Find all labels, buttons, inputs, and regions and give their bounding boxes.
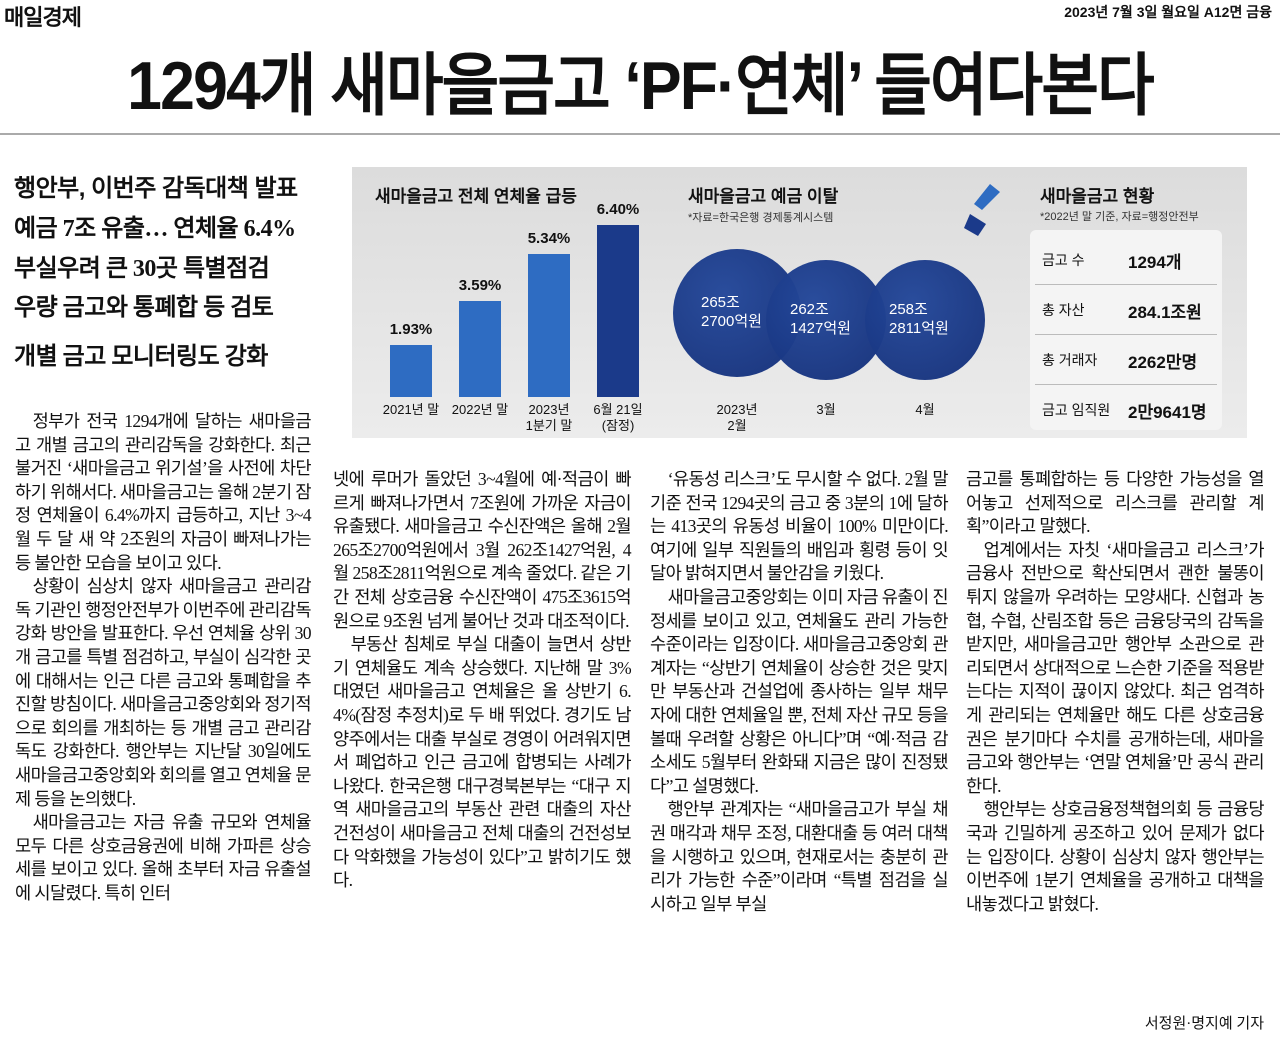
article-column: 금고를 통폐합하는 등 다양한 가능성을 열어놓고 선제적으로 리스크를 관리할… bbox=[966, 468, 1265, 916]
paragraph: 부동산 침체로 부실 대출이 늘면서 상반기 연체율도 계속 상승했다. 지난해… bbox=[333, 634, 632, 891]
value-label: 3.59% bbox=[458, 276, 502, 294]
bubble-label-line: 265조 bbox=[701, 294, 740, 311]
category-label: 2021년 말 bbox=[371, 402, 451, 418]
category-label: 2022년 말 bbox=[440, 402, 520, 418]
category-label-line: 2023년 bbox=[528, 402, 570, 417]
row-value: 2262만명 bbox=[1128, 353, 1198, 372]
status-table bbox=[1030, 230, 1222, 430]
bar bbox=[597, 225, 639, 397]
byline: 서정원·명지예 기자 bbox=[1144, 1016, 1264, 1032]
row-value: 2만9641명 bbox=[1128, 403, 1207, 422]
subhead: 행안부, 이번주 감독대책 발표 bbox=[14, 175, 298, 202]
deposit-bubble bbox=[865, 260, 985, 380]
value-label: 6.40% bbox=[596, 201, 640, 219]
row-key: 총 자산 bbox=[1042, 302, 1085, 318]
category-label-line: (잠정) bbox=[601, 418, 635, 433]
bubble-label-line: 2811억원 bbox=[889, 320, 949, 337]
bubble-label-line: 258조 bbox=[889, 301, 928, 318]
issue-date: 2023년 7월 3일 월요일 A12면 금융 bbox=[1064, 4, 1272, 20]
row-key: 총 거래자 bbox=[1042, 352, 1098, 368]
month-label-line: 2월 bbox=[727, 418, 747, 433]
month-label: 4월 bbox=[885, 402, 965, 418]
row-key: 금고 임직원 bbox=[1042, 402, 1111, 418]
month-label: 2023년 2월 bbox=[697, 402, 777, 434]
bubble-label-line: 1427억원 bbox=[790, 320, 851, 337]
month-label-line: 2023년 bbox=[716, 402, 758, 417]
panel-title: 새마을금고 전체 연체율 급등 bbox=[375, 187, 577, 206]
paragraph: 행안부는 상호금융정책협의회 등 금융당국과 긴밀하게 공조하고 있어 문제가 … bbox=[966, 799, 1265, 914]
paragraph: 새마을금고는 자금 유출 규모와 연체율 모두 다른 상호금융권에 비해 가파른… bbox=[15, 812, 312, 903]
article-column: 정부가 전국 1294개에 달하는 새마을금고 개별 금고의 관리감독을 강화한… bbox=[15, 410, 312, 905]
month-label-line: 4월 bbox=[915, 402, 935, 417]
month-label-line: 3월 bbox=[816, 402, 836, 417]
ribbon-icon bbox=[964, 184, 1000, 236]
paragraph: 넷에 루머가 돌았던 3~4월에 예·적금이 빠르게 빠져나가면서 7조원에 가… bbox=[333, 469, 632, 631]
category-label: 2023년 1분기 말 bbox=[509, 402, 589, 434]
panel-title: 새마을금고 예금 이탈 bbox=[688, 187, 839, 206]
row-separator bbox=[1035, 284, 1217, 285]
bubble-label-line: 262조 bbox=[790, 301, 829, 318]
headline: 1294개 새마을금고 ‘PF·연체’ 들여다본다 bbox=[127, 48, 1154, 124]
value-label: 5.34% bbox=[527, 229, 571, 247]
article-column: 넷에 루머가 돌았던 3~4월에 예·적금이 빠르게 빠져나가면서 7조원에 가… bbox=[333, 468, 632, 893]
subhead: 우량 금고와 통폐합 등 검토 bbox=[14, 295, 274, 321]
row-separator bbox=[1035, 334, 1217, 335]
bubble-label: 265조 2700억원 bbox=[701, 293, 762, 331]
bar bbox=[528, 253, 570, 397]
paragraph: ‘유동성 리스크’도 무시할 수 없다. 2월 말 기준 전국 1294곳의 금… bbox=[650, 469, 949, 584]
paragraph: 금고를 통폐합하는 등 다양한 가능성을 열어놓고 선제적으로 리스크를 관리할… bbox=[966, 469, 1265, 537]
row-value: 284.1조원 bbox=[1128, 303, 1202, 322]
row-separator bbox=[1035, 384, 1217, 385]
divider bbox=[0, 133, 1280, 135]
category-label-line: 2022년 말 bbox=[451, 402, 509, 417]
panel-title: 새마을금고 현황 bbox=[1040, 187, 1155, 206]
paragraph: 새마을금고중앙회는 이미 자금 유출이 진정세를 보이고 있고, 연체율도 관리… bbox=[650, 586, 949, 796]
subhead: 예금 7조 유출… 연체율 6.4% bbox=[14, 216, 296, 242]
bar bbox=[390, 345, 432, 397]
subhead: 개별 금고 모니터링도 강화 bbox=[14, 344, 268, 370]
bubble-label-line: 2700억원 bbox=[701, 313, 762, 330]
paper-name: 매일경제 bbox=[4, 5, 82, 30]
article-column: ‘유동성 리스크’도 무시할 수 없다. 2월 말 기준 전국 1294곳의 금… bbox=[650, 468, 949, 916]
category-label: 6월 21일 (잠정) bbox=[578, 402, 658, 434]
category-label-line: 6월 21일 bbox=[593, 402, 643, 417]
paragraph: 행안부 관계자는 “새마을금고가 부실 채권 매각과 채무 조정, 대환대출 등… bbox=[650, 799, 949, 914]
row-key: 금고 수 bbox=[1042, 252, 1085, 268]
paragraph: 업계에서는 자칫 ‘새마을금고 리스크’가 금융사 전반으로 확산되면서 괜한 … bbox=[966, 539, 1265, 796]
paragraph: 정부가 전국 1294개에 달하는 새마을금고 개별 금고의 관리감독을 강화한… bbox=[15, 411, 312, 573]
row-value: 1294개 bbox=[1128, 253, 1182, 272]
source-note: *자료=한국은행 경제통계시스템 bbox=[688, 212, 834, 224]
bar bbox=[459, 300, 501, 397]
category-label-line: 2021년 말 bbox=[382, 402, 440, 417]
bubble-label: 262조 1427억원 bbox=[790, 300, 851, 338]
value-label: 1.93% bbox=[389, 321, 433, 339]
subhead: 부실우려 큰 30곳 특별점검 bbox=[14, 256, 270, 282]
source-note: *2022년 말 기준, 자료=행정안전부 bbox=[1040, 211, 1199, 223]
paragraph: 상황이 심상치 않자 새마을금고 관리감독 기관인 행정안전부가 이번주에 관리… bbox=[15, 576, 312, 809]
category-label-line: 1분기 말 bbox=[525, 418, 573, 433]
month-label: 3월 bbox=[786, 402, 866, 418]
bubble-label: 258조 2811억원 bbox=[889, 300, 949, 338]
